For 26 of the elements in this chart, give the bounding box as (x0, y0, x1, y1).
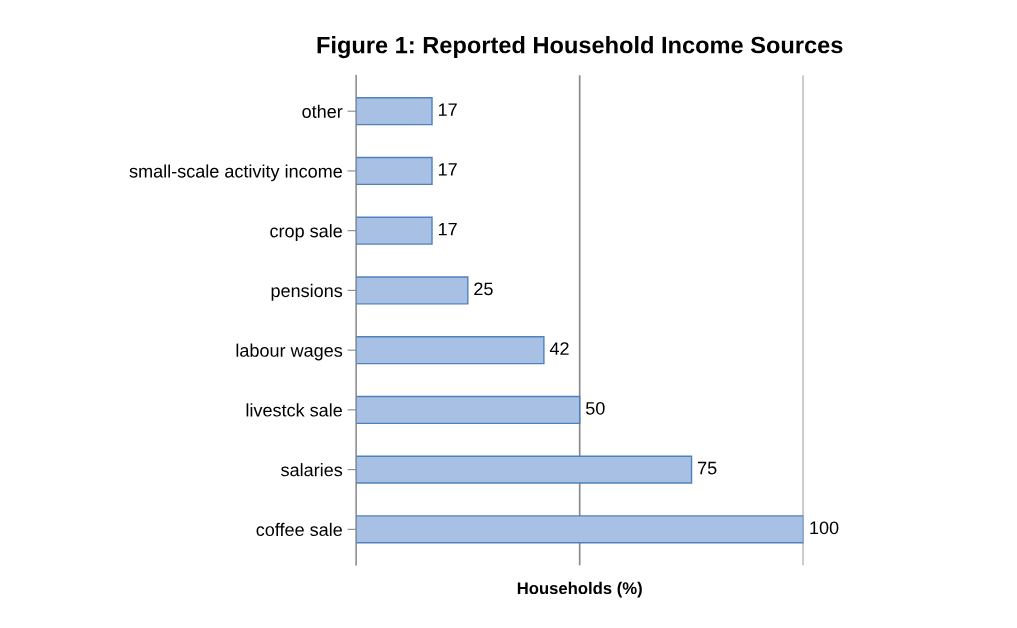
y-tick-label: labour wages (236, 343, 343, 361)
x-axis-title: Households (%) (517, 581, 642, 598)
y-tick-label: coffee sale (256, 522, 342, 537)
bar (355, 455, 693, 484)
data-label: 17 (438, 222, 457, 236)
data-label: 100 (810, 521, 839, 535)
data-label: 75 (698, 461, 717, 475)
y-tick-label: pensions (271, 283, 343, 301)
bar (355, 336, 545, 365)
data-label: 17 (438, 163, 457, 176)
y-tick-label: salaries (281, 463, 343, 477)
y-tick-label: livestck sale (246, 403, 342, 417)
data-label: 25 (474, 282, 493, 296)
data-label: 50 (585, 401, 605, 415)
y-tick-label: other (302, 104, 343, 118)
y-tick-label: small-scale activity income (129, 164, 342, 182)
chart-title: Figure 1: Reported Household Income Sources (317, 36, 843, 59)
data-label: 42 (549, 342, 569, 355)
bar (355, 515, 804, 544)
bar (355, 276, 469, 305)
bar (355, 156, 433, 186)
bar (355, 395, 581, 425)
data-label: 17 (438, 103, 457, 116)
y-tick-label: crop sale (270, 224, 342, 241)
bar (355, 216, 433, 245)
bar (355, 97, 433, 126)
